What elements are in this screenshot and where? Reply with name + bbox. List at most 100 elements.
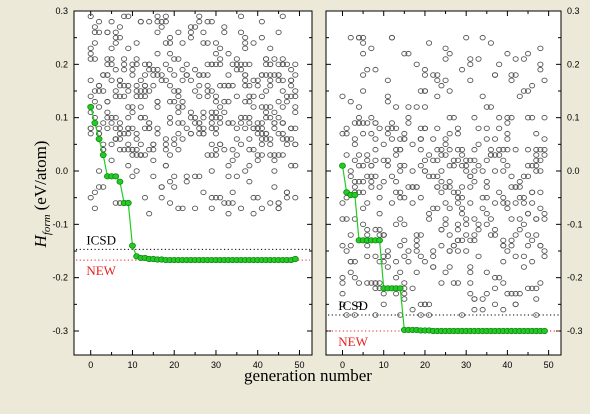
left-population-point bbox=[275, 114, 282, 121]
left-population-point bbox=[263, 114, 270, 121]
left-population-point bbox=[242, 98, 249, 105]
right-population-point bbox=[541, 146, 548, 153]
right-population-point bbox=[360, 162, 367, 169]
right-population-point bbox=[533, 130, 540, 137]
right-population-point bbox=[368, 280, 375, 286]
left-population-point bbox=[154, 50, 161, 57]
right-population-point bbox=[339, 280, 346, 286]
left-population-point bbox=[158, 184, 165, 190]
right-population-point bbox=[401, 130, 408, 137]
right-population-point bbox=[343, 152, 350, 158]
right-population-point bbox=[401, 290, 408, 297]
right-population-point bbox=[426, 152, 433, 158]
right-population-point bbox=[393, 189, 400, 196]
right-population-point bbox=[454, 237, 461, 244]
left-population-point bbox=[141, 114, 149, 121]
left-population-point bbox=[229, 61, 236, 68]
left-x-tick-label: 50 bbox=[294, 360, 304, 370]
right-population-point bbox=[413, 184, 420, 190]
left-population-point bbox=[175, 93, 182, 100]
right-population-point bbox=[496, 146, 503, 153]
right-population-point bbox=[446, 88, 453, 94]
left-population-point bbox=[196, 125, 203, 132]
left-population-point bbox=[275, 205, 282, 212]
left-panel: 0 10 20 30 40 50 -0.3 -0.2 -0.1 0.0 0.1 0.2 0.3 ICSD N… bbox=[52, 6, 313, 370]
left-population-point bbox=[129, 72, 136, 78]
right-population-point bbox=[372, 66, 379, 73]
right-population-point bbox=[372, 226, 379, 233]
left-population-point bbox=[179, 77, 186, 84]
right-population-point bbox=[368, 162, 375, 169]
left-population-point bbox=[267, 77, 274, 84]
right-population-point bbox=[421, 66, 428, 73]
right-population-point bbox=[520, 173, 527, 180]
right-population-point bbox=[483, 125, 490, 132]
right-population-point bbox=[496, 274, 503, 281]
right-population-point bbox=[491, 72, 499, 78]
left-population-point bbox=[237, 205, 245, 212]
left-population-point bbox=[200, 114, 207, 121]
left-population-point bbox=[171, 136, 178, 142]
right-population-point bbox=[397, 189, 404, 196]
right-population-point bbox=[541, 248, 548, 254]
right-population-point bbox=[430, 248, 437, 254]
right-y-tick-label: -0.3 bbox=[567, 326, 583, 336]
right-population-point bbox=[483, 210, 490, 217]
right-population-point bbox=[421, 258, 428, 265]
right-population-point bbox=[360, 72, 367, 78]
left-population-point bbox=[150, 82, 157, 89]
right-icsd-label: ICSD bbox=[338, 298, 368, 313]
left-population-point bbox=[242, 45, 249, 52]
left-population-point bbox=[237, 29, 245, 36]
left-population-point bbox=[116, 34, 123, 41]
right-population-point bbox=[372, 173, 379, 180]
left-population-point bbox=[250, 104, 257, 110]
right-population-point bbox=[380, 178, 387, 185]
right-population-point bbox=[483, 221, 490, 228]
right-population-point bbox=[471, 306, 478, 313]
right-population-point bbox=[491, 136, 499, 142]
left-population-point bbox=[166, 200, 174, 206]
right-population-point bbox=[364, 157, 371, 164]
right-y-tick-label: 0.3 bbox=[567, 6, 580, 16]
right-population-point bbox=[471, 146, 478, 153]
left-population-point bbox=[246, 120, 253, 126]
left-population-point bbox=[229, 82, 236, 89]
right-population-point bbox=[504, 136, 511, 142]
right-population-point bbox=[537, 157, 544, 164]
y-axis-label-symbol: H bbox=[31, 233, 50, 248]
right-new-label: NEW bbox=[338, 334, 368, 349]
left-population-point bbox=[154, 98, 161, 105]
right-population-point bbox=[384, 162, 391, 169]
left-population-point bbox=[91, 29, 98, 36]
right-population-point bbox=[479, 168, 486, 174]
right-population-point bbox=[463, 34, 470, 41]
left-population-point bbox=[108, 141, 115, 148]
right-population-point bbox=[388, 136, 396, 142]
right-population-point bbox=[384, 125, 391, 132]
right-population-point bbox=[430, 157, 437, 164]
left-y-tick-label: -0.2 bbox=[52, 273, 68, 283]
left-population-point bbox=[129, 146, 136, 153]
right-population-point bbox=[413, 232, 420, 238]
right-population-point bbox=[364, 226, 371, 233]
right-population-point bbox=[438, 146, 445, 153]
right-population-point bbox=[537, 168, 544, 174]
left-population-point bbox=[162, 18, 169, 25]
right-population-point bbox=[479, 306, 486, 313]
left-population-point bbox=[258, 120, 265, 126]
left-population-point bbox=[116, 130, 123, 137]
left-population-point bbox=[137, 104, 144, 110]
right-population-point bbox=[442, 77, 449, 84]
right-population-point bbox=[339, 242, 346, 249]
left-population-point bbox=[279, 104, 286, 110]
left-population-point bbox=[267, 200, 274, 206]
right-population-point bbox=[471, 216, 478, 222]
right-population-point bbox=[524, 114, 532, 121]
left-population-point bbox=[91, 189, 98, 196]
left-best-point bbox=[129, 242, 136, 249]
right-population-point bbox=[355, 104, 363, 110]
left-population-point bbox=[150, 146, 157, 153]
left-population-point bbox=[91, 24, 98, 30]
right-population-point bbox=[500, 194, 507, 201]
